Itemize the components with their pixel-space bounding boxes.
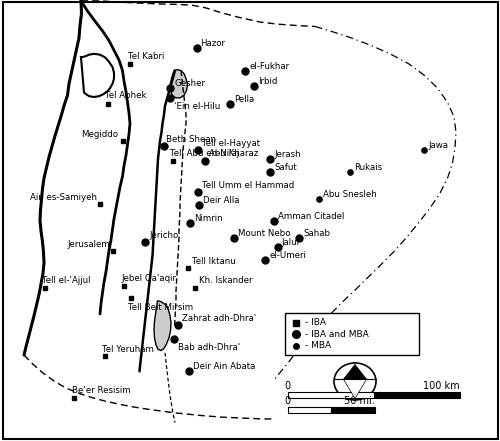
Text: Pella: Pella xyxy=(234,95,254,104)
Text: Tell el-Hayyat: Tell el-Hayyat xyxy=(202,139,260,148)
Polygon shape xyxy=(170,70,188,98)
Text: Hazor: Hazor xyxy=(200,39,226,48)
Text: Jalul: Jalul xyxy=(282,238,300,247)
Text: 0: 0 xyxy=(284,381,290,391)
Text: Tell Umm el Hammad: Tell Umm el Hammad xyxy=(202,181,294,190)
Text: Tell Iktanu: Tell Iktanu xyxy=(192,257,236,265)
Text: Tell Abu en-Ni'aj: Tell Abu en-Ni'aj xyxy=(170,149,239,158)
Text: Tell el-'Ajjul: Tell el-'Ajjul xyxy=(42,277,91,285)
Text: Amman Citadel: Amman Citadel xyxy=(278,213,344,221)
Text: Nimrin: Nimrin xyxy=(194,214,222,223)
Text: 0: 0 xyxy=(284,396,290,406)
Bar xyxy=(374,392,460,398)
Text: Tel Yeruham: Tel Yeruham xyxy=(102,345,154,354)
Text: Jerash: Jerash xyxy=(274,150,300,159)
Text: el-Umeri: el-Umeri xyxy=(269,251,306,260)
Text: Deir Alla: Deir Alla xyxy=(203,196,239,205)
Text: 50 mi.: 50 mi. xyxy=(344,396,375,406)
Text: Kh. Iskander: Kh. Iskander xyxy=(199,277,252,285)
Text: Beth Shean: Beth Shean xyxy=(166,135,216,144)
Text: - IBA and MBA: - IBA and MBA xyxy=(305,330,369,339)
Bar xyxy=(288,407,331,413)
Text: Jawa: Jawa xyxy=(428,141,448,150)
Text: Mount Nebo: Mount Nebo xyxy=(238,229,290,238)
Text: Irbid: Irbid xyxy=(258,77,278,86)
Text: Tel Kabri: Tel Kabri xyxy=(128,52,164,60)
Text: Bab adh-Dhra': Bab adh-Dhra' xyxy=(178,343,240,352)
Text: el-Fukhar: el-Fukhar xyxy=(249,62,289,71)
Bar xyxy=(288,392,374,398)
Text: Tel Aphek: Tel Aphek xyxy=(105,91,146,100)
Text: Megiddo: Megiddo xyxy=(82,130,118,139)
Polygon shape xyxy=(154,301,171,351)
Text: Abu Kharaz: Abu Kharaz xyxy=(209,149,258,158)
Text: Be'er Resisim: Be'er Resisim xyxy=(72,386,130,395)
Text: 100 km: 100 km xyxy=(424,381,460,391)
Text: - IBA: - IBA xyxy=(305,318,326,327)
Text: 'Ein el-Hilu: 'Ein el-Hilu xyxy=(174,102,220,111)
Text: Jericho: Jericho xyxy=(149,231,178,239)
Text: Rukais: Rukais xyxy=(354,163,382,172)
Text: Jerusalem: Jerusalem xyxy=(67,240,110,249)
Bar xyxy=(331,407,375,413)
Text: Sahab: Sahab xyxy=(303,229,330,238)
Text: Zahrat adh-Dhra': Zahrat adh-Dhra' xyxy=(182,314,256,323)
Text: Jebel Qa'aqir: Jebel Qa'aqir xyxy=(122,274,176,283)
Text: Tell Beit Mirsim: Tell Beit Mirsim xyxy=(128,303,194,312)
Circle shape xyxy=(334,363,376,400)
Text: Gesher: Gesher xyxy=(174,79,205,88)
Bar xyxy=(285,313,419,355)
Polygon shape xyxy=(344,379,366,399)
Text: Deir Ain Abata: Deir Ain Abata xyxy=(193,363,256,371)
Text: Abu Snesleh: Abu Snesleh xyxy=(323,191,377,199)
Text: - MBA: - MBA xyxy=(305,341,331,350)
Polygon shape xyxy=(344,364,366,379)
Text: Ain es-Samiyeh: Ain es-Samiyeh xyxy=(30,193,98,202)
Text: Safut: Safut xyxy=(274,163,297,172)
